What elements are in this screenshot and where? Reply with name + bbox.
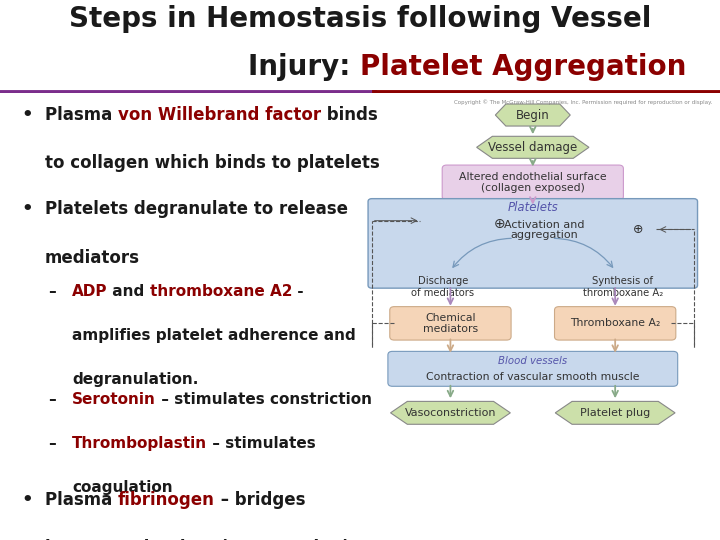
Text: Thromboplastin: Thromboplastin	[72, 436, 207, 450]
Text: mediators: mediators	[45, 248, 140, 267]
FancyBboxPatch shape	[368, 199, 698, 288]
Text: •: •	[21, 490, 33, 509]
Text: – stimulates constriction: – stimulates constriction	[156, 392, 372, 407]
Text: aggregation: aggregation	[510, 231, 578, 240]
Text: Activation and: Activation and	[504, 220, 585, 230]
Text: Plasma: Plasma	[45, 105, 118, 124]
Text: Injury:: Injury:	[248, 53, 360, 82]
Text: – stimulates: – stimulates	[207, 436, 316, 450]
Text: ADP: ADP	[72, 284, 107, 299]
Text: Contraction of vascular smooth muscle: Contraction of vascular smooth muscle	[426, 372, 639, 382]
Text: Altered endothelial surface
(collagen exposed): Altered endothelial surface (collagen ex…	[459, 172, 607, 193]
Text: Vasoconstriction: Vasoconstriction	[405, 408, 496, 418]
Text: between platelets (aggregation): between platelets (aggregation)	[45, 539, 350, 540]
FancyBboxPatch shape	[388, 352, 678, 386]
Text: Platelets degranulate to release: Platelets degranulate to release	[45, 200, 348, 218]
Text: –: –	[48, 284, 56, 299]
Text: ⊕: ⊕	[632, 223, 643, 236]
Text: ⊕: ⊕	[493, 217, 505, 231]
Text: Platelet plug: Platelet plug	[580, 408, 650, 418]
FancyBboxPatch shape	[442, 165, 624, 200]
Text: Platelet Aggregation: Platelet Aggregation	[360, 53, 686, 82]
Text: and: and	[107, 284, 150, 299]
Polygon shape	[555, 401, 675, 424]
Text: Discharge
of mediators: Discharge of mediators	[411, 276, 474, 298]
Text: Copyright © The McGraw-Hill Companies, Inc. Permission required for reproduction: Copyright © The McGraw-Hill Companies, I…	[454, 99, 713, 105]
Text: –: –	[48, 392, 56, 407]
Text: amplifies platelet adherence and: amplifies platelet adherence and	[72, 328, 356, 343]
FancyBboxPatch shape	[554, 307, 676, 340]
Text: -: -	[292, 284, 304, 299]
Text: Steps in Hemostasis following Vessel: Steps in Hemostasis following Vessel	[69, 5, 651, 33]
Text: Plasma: Plasma	[45, 490, 118, 509]
Text: – bridges: – bridges	[215, 490, 305, 509]
Text: thromboxane A2: thromboxane A2	[150, 284, 292, 299]
Text: Begin: Begin	[516, 109, 549, 122]
Polygon shape	[495, 104, 570, 126]
Text: von Willebrand factor: von Willebrand factor	[118, 105, 321, 124]
FancyBboxPatch shape	[390, 307, 511, 340]
Text: •: •	[21, 200, 33, 218]
Text: Blood vessels: Blood vessels	[498, 356, 567, 366]
Text: Synthesis of
thromboxane A₂: Synthesis of thromboxane A₂	[582, 276, 663, 298]
Text: to collagen which binds to platelets: to collagen which binds to platelets	[45, 154, 379, 172]
Text: Thromboxane A₂: Thromboxane A₂	[570, 319, 660, 328]
Text: binds: binds	[321, 105, 378, 124]
Text: degranulation.: degranulation.	[72, 372, 198, 387]
Text: Vessel damage: Vessel damage	[488, 141, 577, 154]
Text: –: –	[48, 436, 56, 450]
Text: Chemical
mediators: Chemical mediators	[423, 313, 478, 334]
Text: •: •	[21, 105, 33, 124]
Text: coagulation: coagulation	[72, 480, 173, 495]
Polygon shape	[390, 401, 510, 424]
Text: fibrinogen: fibrinogen	[118, 490, 215, 509]
Text: Platelets: Platelets	[508, 201, 558, 214]
Polygon shape	[477, 136, 589, 158]
Text: Serotonin: Serotonin	[72, 392, 156, 407]
